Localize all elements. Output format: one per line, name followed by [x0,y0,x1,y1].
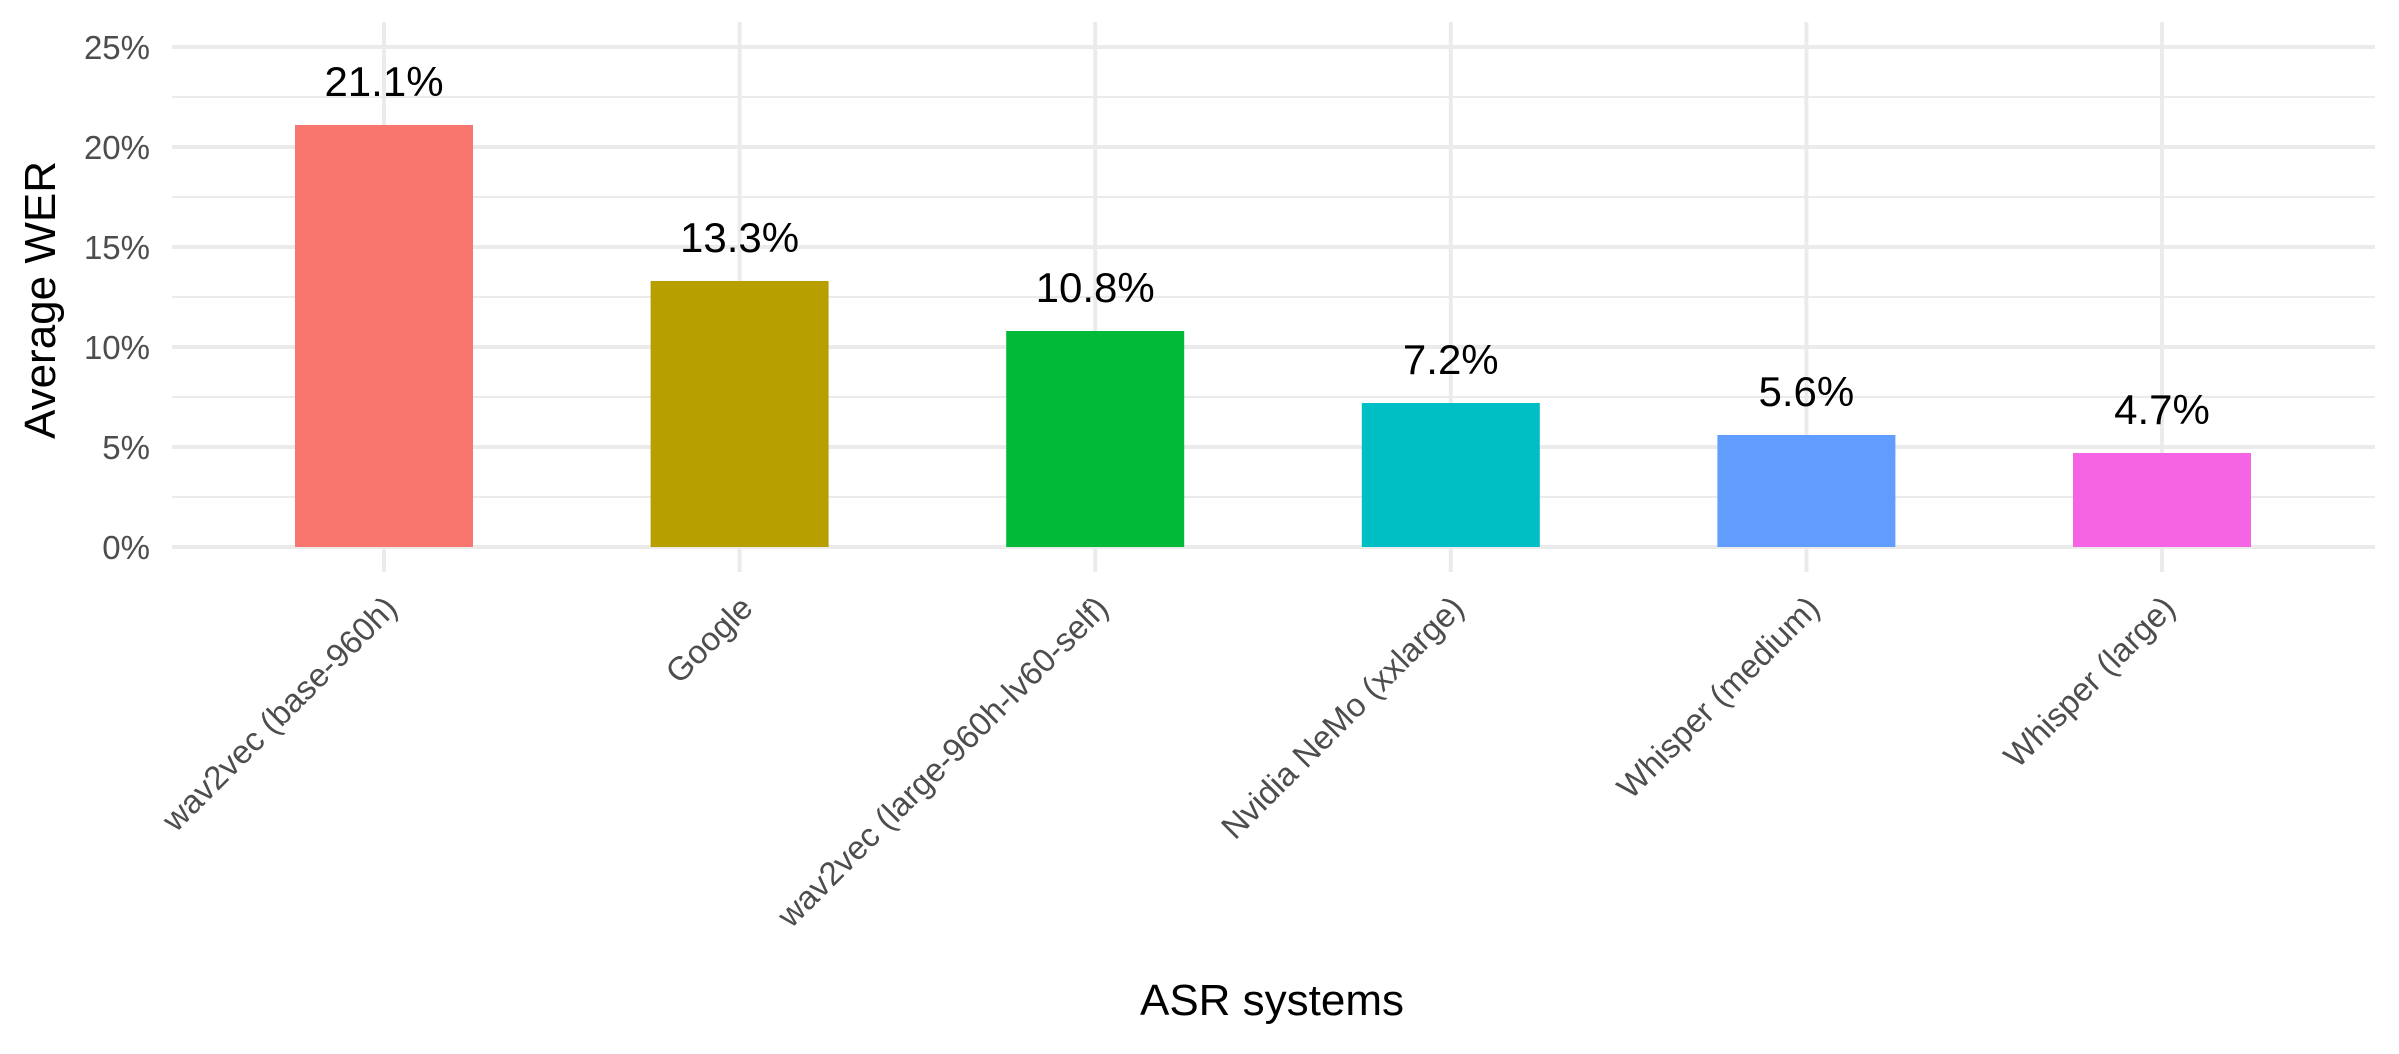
x-tick-label: wav2vec (large-960h-lv60-self) [769,589,1115,935]
bar [1006,331,1185,547]
bar-layer [295,125,2251,547]
x-tick-label: Google [658,589,759,690]
data-label: 21.1% [324,58,443,105]
y-axis-tick-labels: 0% 5% 10% 15% 20% 25% [84,29,150,566]
bar [1361,403,1540,547]
y-tick-label: 10% [84,329,150,366]
y-tick-label: 25% [84,29,150,66]
data-label: 10.8% [1036,264,1155,311]
bar [650,281,829,547]
bar [2073,453,2251,547]
bar [1717,435,1896,547]
data-label: 5.6% [1759,368,1855,415]
grid-layer [172,22,2375,572]
data-label: 13.3% [680,214,799,261]
x-axis-title: ASR systems [1140,976,1404,1025]
y-axis-title: Average WER [16,161,65,439]
y-tick-label: 5% [102,429,150,466]
data-label: 7.2% [1403,336,1499,383]
data-label-layer: 21.1% 13.3% 10.8% 7.2% 5.6% 4.7% [324,58,2209,433]
x-axis-tick-labels: wav2vec (base-960h) Google wav2vec (large-… [154,589,2182,935]
x-tick-label: Whisper (medium) [1610,589,1827,806]
bar [295,125,473,547]
x-tick-label: Nvidia NeMo (xxlarge) [1214,589,1471,846]
x-tick-label: wav2vec (base-960h) [154,589,404,839]
y-tick-label: 0% [102,529,150,566]
data-label: 4.7% [2114,386,2210,433]
x-tick-label: Whisper (large) [1996,589,2182,775]
y-tick-label: 20% [84,129,150,166]
y-tick-label: 15% [84,229,150,266]
